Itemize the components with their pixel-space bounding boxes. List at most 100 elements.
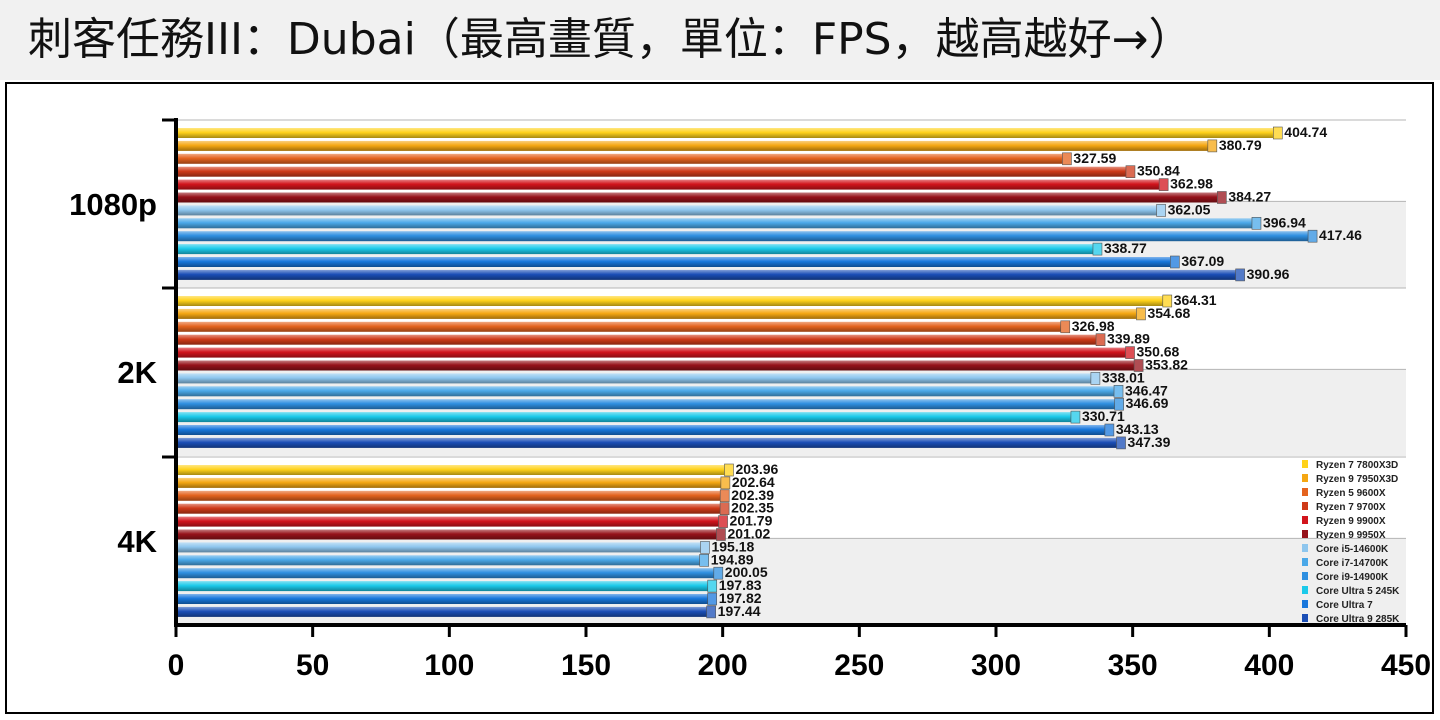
legend-swatch <box>1302 558 1308 566</box>
value-label: 343.13 <box>1116 421 1159 437</box>
category-label: 2K <box>117 355 157 390</box>
x-tick-label: 400 <box>1244 649 1294 682</box>
legend-label: Core i7-14700K <box>1316 558 1389 569</box>
bar-cap <box>724 463 734 477</box>
bar <box>176 231 1318 242</box>
x-tick-label: 50 <box>296 649 329 682</box>
x-tick-label: 450 <box>1381 649 1431 682</box>
value-label: 417.46 <box>1319 227 1362 243</box>
legend-label: Core i5-14600K <box>1316 544 1389 555</box>
bar-cap <box>720 476 731 490</box>
bar-cap <box>699 553 709 567</box>
bar <box>176 399 1124 410</box>
legend-swatch <box>1302 544 1308 552</box>
bar-cap <box>1113 384 1124 398</box>
bar <box>176 296 1172 306</box>
bar <box>176 594 717 604</box>
value-label: 201.02 <box>727 526 770 542</box>
bar <box>176 386 1124 397</box>
value-label: 346.69 <box>1126 395 1169 411</box>
bar-cap <box>1207 139 1218 153</box>
value-label: 194.89 <box>711 551 754 567</box>
bar <box>176 140 1217 151</box>
value-label: 353.82 <box>1145 357 1188 373</box>
bar <box>176 568 723 579</box>
bar <box>176 308 1146 319</box>
value-label: 195.18 <box>711 538 754 554</box>
bar-cap <box>718 515 728 528</box>
bar-cap <box>1158 178 1169 191</box>
bar-cap <box>1272 126 1283 140</box>
legend-label: Core i9-14900K <box>1316 572 1389 583</box>
bar <box>176 503 730 514</box>
x-tick-label: 100 <box>424 649 474 682</box>
bar-cap <box>1307 229 1318 243</box>
legend-swatch <box>1302 586 1308 594</box>
bar <box>176 555 709 566</box>
value-label: 404.74 <box>1284 124 1327 140</box>
value-label: 197.44 <box>718 603 761 619</box>
value-label: 390.96 <box>1247 266 1290 282</box>
bar <box>176 166 1135 177</box>
title-bar: 刺客任務III：Dubai（最高畫質，單位：FPS，越高越好→） <box>0 0 1440 80</box>
bar-cap <box>700 541 710 554</box>
bar-cap <box>1136 307 1146 321</box>
bar-cap <box>1235 268 1245 282</box>
bar-cap <box>1062 152 1072 166</box>
bar <box>176 269 1245 280</box>
bar <box>176 606 716 617</box>
bar-cap <box>1070 410 1081 424</box>
bar <box>176 542 710 553</box>
bar <box>176 192 1227 203</box>
value-label: 346.47 <box>1125 382 1168 398</box>
bar <box>176 153 1072 164</box>
value-label: 367.09 <box>1181 253 1224 269</box>
legend-label: Ryzen 9 9900X <box>1316 516 1386 527</box>
x-tick-label: 350 <box>1108 649 1158 682</box>
legend-label: Core Ultra 7 <box>1316 600 1373 611</box>
category-label: 4K <box>117 524 157 559</box>
legend-label: Core Ultra 9 285K <box>1316 614 1400 625</box>
chart-frame <box>5 82 1434 714</box>
bar <box>176 257 1180 267</box>
value-label: 384.27 <box>1228 189 1271 205</box>
value-label: 327.59 <box>1073 150 1116 166</box>
value-label: 197.83 <box>719 577 762 593</box>
value-label: 347.39 <box>1128 434 1171 450</box>
value-label: 338.01 <box>1102 369 1145 385</box>
bar <box>176 477 730 488</box>
bar-cap <box>1104 423 1115 437</box>
bar-cap <box>1162 294 1173 308</box>
bar-cap <box>1060 320 1071 334</box>
x-tick-label: 0 <box>168 649 185 682</box>
bar <box>176 516 728 527</box>
legend-swatch <box>1302 572 1308 580</box>
bar <box>176 205 1166 216</box>
value-label: 200.05 <box>725 564 768 580</box>
bar <box>176 218 1261 229</box>
bar-cap <box>1133 359 1144 372</box>
legend-label: Ryzen 9 9950X <box>1316 530 1386 541</box>
bar-cap <box>1156 204 1166 217</box>
value-label: 203.96 <box>735 461 778 477</box>
chart-title: 刺客任務III：Dubai（最高畫質，單位：FPS，越高越好→） <box>28 14 1193 65</box>
bar <box>176 465 734 475</box>
value-label: 380.79 <box>1219 137 1262 153</box>
x-tick-label: 300 <box>971 649 1021 682</box>
bar-cap <box>707 579 718 593</box>
bar-cap <box>1251 217 1262 230</box>
bar-cap <box>1092 242 1103 256</box>
bar-cap <box>1125 165 1136 178</box>
bar-cap <box>1090 372 1101 385</box>
legend-label: Ryzen 5 9600X <box>1316 488 1386 499</box>
legend-swatch <box>1302 516 1308 524</box>
value-label: 362.05 <box>1168 201 1211 217</box>
bar-cap <box>713 566 724 580</box>
legend-label: Ryzen 9 7950X3D <box>1316 474 1398 485</box>
value-label: 202.64 <box>732 474 775 490</box>
legend-swatch <box>1302 460 1308 468</box>
bar-cap <box>707 592 718 606</box>
value-label: 338.77 <box>1104 240 1147 256</box>
bar-cap <box>719 489 730 503</box>
legend-swatch <box>1302 502 1308 510</box>
